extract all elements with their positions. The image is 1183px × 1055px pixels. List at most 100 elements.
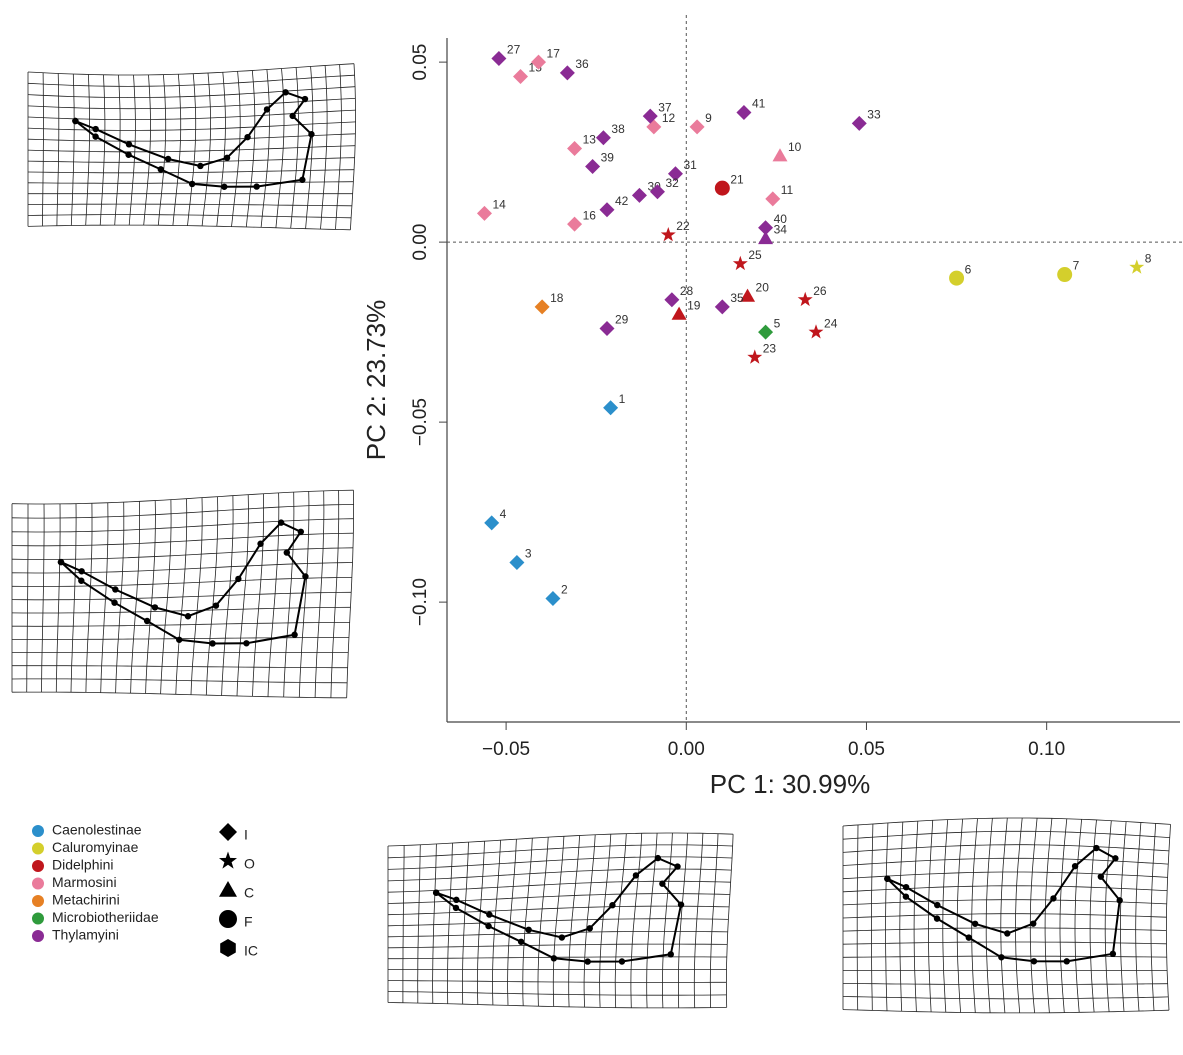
landmark [586, 925, 593, 932]
point-label: 10 [788, 140, 802, 154]
grid-warp-line [447, 843, 453, 1004]
deformation-grids [11, 63, 1171, 1014]
grid-warp-line [537, 837, 549, 1007]
shape-outline [60, 521, 307, 645]
point-label: 37 [658, 100, 672, 114]
landmark [659, 880, 666, 887]
x-tick-label: −0.05 [482, 739, 530, 760]
landmark [674, 863, 681, 870]
landmark [212, 602, 220, 609]
grid-warp-line [630, 833, 643, 1008]
grid-warp-line [11, 489, 354, 505]
grid-warp-line [387, 931, 728, 938]
data-point [949, 270, 965, 286]
data-point [534, 299, 550, 315]
y-tick-label: −0.10 [410, 578, 431, 626]
landmark [78, 577, 85, 584]
point-label: 11 [781, 183, 794, 197]
landmark [1063, 958, 1070, 965]
landmark [209, 640, 216, 647]
data-point [671, 306, 687, 320]
legend-shape [219, 881, 237, 897]
legend-swatch [32, 930, 44, 942]
grid-warp-line [387, 991, 727, 996]
grid-warp-line [27, 121, 356, 131]
landmark [257, 540, 264, 547]
data-point [567, 216, 583, 232]
grid-warp-line [252, 493, 264, 697]
landmark [432, 889, 440, 896]
point-label: 1 [619, 392, 626, 406]
landmark [1116, 897, 1123, 904]
data-point [545, 591, 561, 607]
point-label: 27 [507, 43, 521, 57]
grid-warp-line [1166, 824, 1171, 1011]
point-label: 4 [500, 507, 507, 521]
data-point [567, 141, 583, 157]
legend-swatch [32, 912, 44, 925]
shape-outline [886, 846, 1121, 963]
point-label: 33 [867, 107, 881, 121]
grid-warp-line [599, 834, 612, 1008]
point-label: 9 [705, 111, 712, 125]
point-label: 38 [611, 122, 625, 136]
point-label: 8 [1145, 251, 1152, 265]
point-label: 36 [575, 57, 589, 71]
legend-shape-label: IC [244, 943, 258, 959]
legend-label: Metachirini [52, 892, 120, 908]
grid-warp-line [27, 133, 356, 142]
grid-warp-line [1074, 819, 1082, 1013]
grid-warp-line [11, 591, 352, 601]
point-label: 21 [730, 172, 744, 186]
landmark [188, 180, 196, 188]
data-point [484, 515, 500, 531]
grid-warp-line [387, 943, 728, 949]
point-label: 40 [774, 212, 788, 226]
x-axis-title: PC 1: 30.99% [710, 769, 870, 799]
data-point [758, 231, 774, 245]
grid-warp-line [842, 899, 1167, 906]
landmark [235, 575, 242, 583]
point-label: 42 [615, 194, 629, 208]
x-tick-label: 0.05 [848, 739, 885, 760]
grid-warp-line [27, 74, 355, 87]
data-point [1057, 267, 1073, 283]
landmark [1050, 895, 1057, 902]
landmark [632, 872, 640, 879]
data-point [765, 191, 781, 207]
grid-warp-line [842, 1009, 1170, 1014]
data-point [667, 166, 683, 182]
grid-warp-line [387, 905, 730, 916]
point-label: 3 [525, 547, 532, 561]
legend-swatch [32, 877, 44, 890]
landmark [485, 922, 492, 930]
landmark [277, 519, 285, 526]
grid-warp-line [462, 842, 469, 1005]
landmark [1097, 873, 1105, 880]
grid-warp-line [971, 818, 978, 1013]
point-label: 23 [763, 341, 777, 355]
data-point [642, 108, 658, 124]
landmark [243, 640, 250, 647]
legend-shape-label: F [244, 914, 253, 930]
grid-warp-line [885, 822, 889, 1011]
landmark [1109, 950, 1117, 958]
point-label: 24 [824, 316, 838, 330]
landmark [78, 568, 85, 575]
grid-warp-line [11, 606, 351, 614]
grid-warp-line [160, 499, 172, 694]
data-point [476, 205, 492, 221]
grid-warp-line [11, 532, 354, 547]
grid-warp-line [1015, 817, 1023, 1013]
grid-warp-line [842, 927, 1167, 932]
data-point [747, 349, 763, 364]
landmark [884, 875, 891, 882]
grid-warp-line [27, 224, 351, 231]
legend-label: Caenolestinae [52, 822, 142, 838]
grid-warp-line [145, 500, 156, 694]
grid-warp-line [11, 547, 354, 560]
grid-warp-line [27, 214, 352, 219]
landmark [176, 636, 183, 643]
landmark [308, 131, 315, 138]
